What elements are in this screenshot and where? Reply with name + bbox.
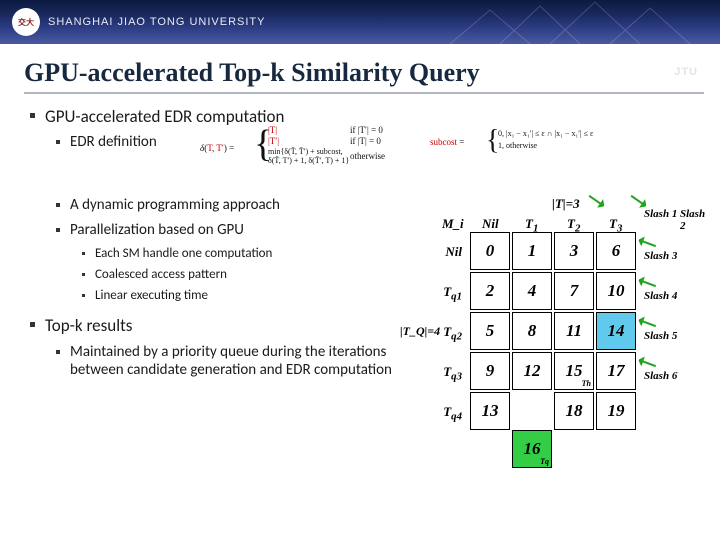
grid-corner: M_i (442, 216, 464, 232)
cell-0-3: 6 (596, 232, 636, 270)
row-lbl-2: Tq2 (438, 324, 462, 343)
university-name: SHANGHAI JIAO TONG UNIVERSITY (48, 16, 265, 28)
bullet-text: Maintained by a priority queue during th… (70, 343, 396, 381)
axis-q: Tq (540, 457, 549, 466)
corner-text: M_i (442, 216, 464, 231)
axis-h: Th (582, 379, 591, 388)
col-hdr-0: Nil (482, 216, 499, 232)
cell-4-0: 13 (470, 392, 510, 430)
bullet-icon (56, 350, 60, 354)
arrow-icon (636, 235, 657, 252)
arrow-icon (636, 275, 657, 292)
slash-6: Slash 6 (644, 370, 677, 382)
f1-c2r: if |T| = 0 (350, 137, 381, 147)
bullet-text: Top-k results (45, 315, 132, 336)
bullet-text: GPU-accelerated EDR computation (45, 106, 284, 127)
slash-1: Slash 1 (644, 208, 677, 220)
cell-4-3: 19 (596, 392, 636, 430)
cell-2-2: 11 (554, 312, 594, 350)
bullet-text: A dynamic programming approach (70, 196, 280, 215)
watermark: JTU (674, 66, 698, 78)
bullet-text: Each SM handle one computation (95, 246, 272, 262)
university-logo: 交大 (12, 8, 40, 36)
dp-grid-diagram: |T|=3 M_i Nil T1 T2 T3 Nil Tq1 Tq2 Tq3 T… (424, 196, 712, 506)
bullet-pq: Maintained by a priority queue during th… (56, 343, 396, 381)
f2-c2: 1, otherwise (498, 142, 537, 151)
cell-3-0: 9 (470, 352, 510, 390)
f1-c1r: if |T′| = 0 (350, 126, 383, 136)
cell-0-1: 1 (512, 232, 552, 270)
bullet-text: EDR definition (70, 133, 157, 152)
f2-c1: 0, |x₁ − x₁′| ≤ ε ∩ |x₁ − x₁′| ≤ ε (498, 130, 593, 139)
f1-lhs: δ(T, T′) = (200, 144, 234, 154)
cell-1-2: 7 (554, 272, 594, 310)
f1-c2l: |T′| (268, 137, 279, 147)
cell-4-1: 16Tq (512, 430, 552, 468)
cell-3-3: 17 (596, 352, 636, 390)
title-text: GPU-accelerated Top-k Similarity Query (24, 58, 480, 87)
cell-2-0: 5 (470, 312, 510, 350)
page-title: GPU-accelerated Top-k Similarity Query J… (24, 58, 704, 94)
row-lbl-1: Tq1 (438, 284, 462, 303)
bullet-icon (56, 228, 60, 232)
cell-val: 16 (524, 439, 541, 459)
cell-1-0: 2 (470, 272, 510, 310)
cell-0-2: 3 (554, 232, 594, 270)
cell-2-3: 14 (596, 312, 636, 350)
cell-3-1: 12 (512, 352, 552, 390)
slash-3: Slash 3 (644, 250, 677, 262)
row-lbl-nil: Nil (438, 244, 462, 260)
f1-c1l: |T| (268, 126, 277, 136)
bullet-icon (30, 113, 35, 118)
bullet-text: Parallelization based on GPU (70, 221, 244, 240)
slash-4: Slash 4 (644, 290, 677, 302)
cell-1-1: 4 (512, 272, 552, 310)
slash-5: Slash 5 (644, 330, 677, 342)
bullet-icon (82, 294, 85, 297)
bullet-icon (82, 252, 85, 255)
slide-header: 交大 SHANGHAI JIAO TONG UNIVERSITY (0, 0, 720, 44)
bullet-text: Coalesced access pattern (95, 267, 227, 283)
bullet-icon (56, 203, 60, 207)
bullet-icon (82, 273, 85, 276)
cell-3-2: 15Th (554, 352, 594, 390)
row-lbl-4: Tq4 (438, 404, 462, 423)
bullet-icon (30, 322, 35, 327)
left-size-label: |T_Q|=4 (400, 324, 440, 339)
top-size-label: |T|=3 (552, 196, 580, 212)
f1-c3l2: δ(T̄, T′) + 1, δ(T̄′, T) + 1} (268, 157, 349, 166)
arrow-icon (636, 355, 657, 372)
bullet-text: Linear executing time (95, 288, 208, 304)
f1-c3r: otherwise (350, 152, 385, 162)
header-decoration (440, 0, 720, 44)
cell-0-0: 0 (470, 232, 510, 270)
arrow-icon (636, 315, 657, 332)
row-lbl-3: Tq3 (438, 364, 462, 383)
f2-lhs: subcost = (430, 138, 464, 148)
cell-1-3: 10 (596, 272, 636, 310)
cell-4-2: 18 (554, 392, 594, 430)
cell-val: 15 (566, 361, 583, 381)
bullet-icon (56, 140, 60, 144)
slash-2: Slash 2 (680, 208, 712, 232)
cell-2-1: 8 (512, 312, 552, 350)
